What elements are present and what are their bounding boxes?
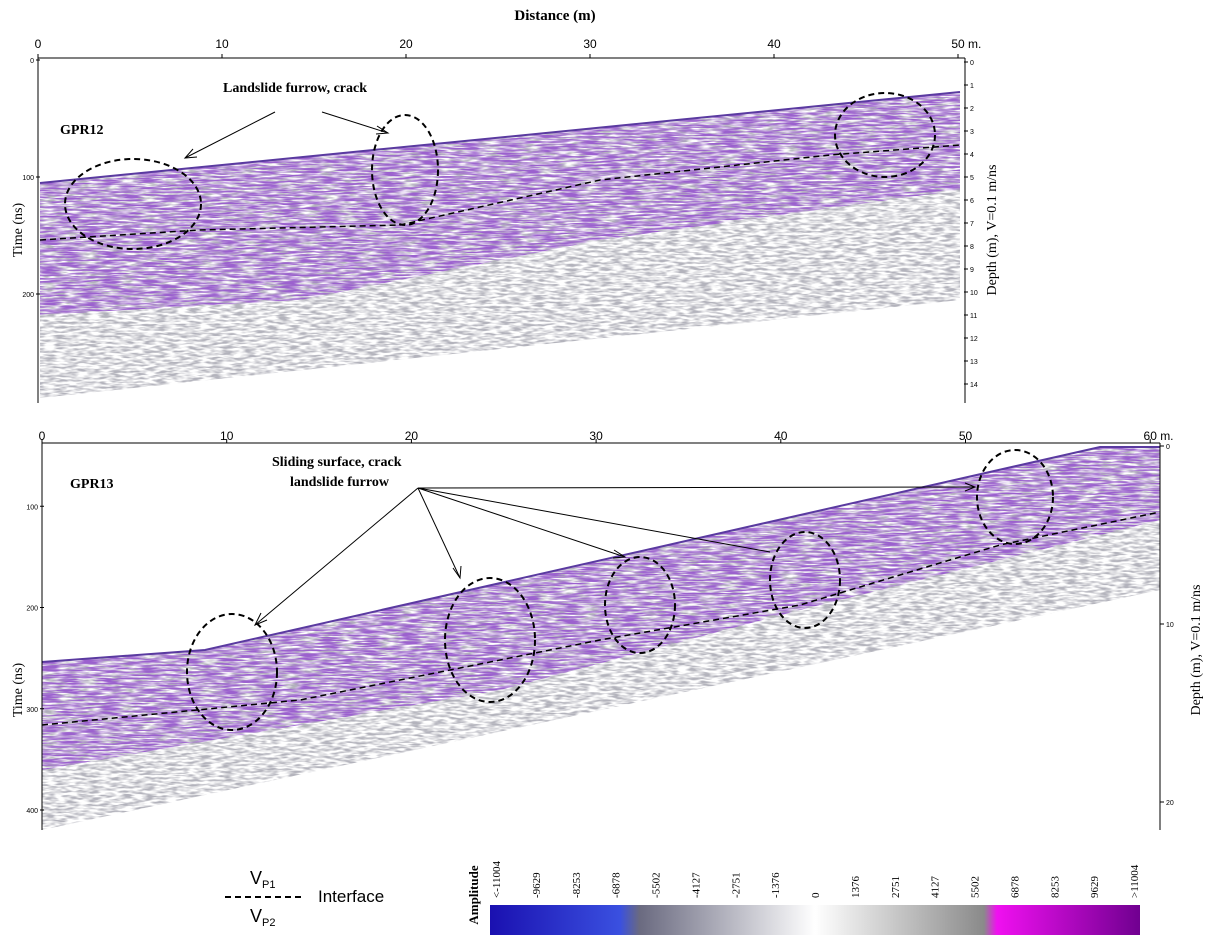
colorbar-label: <-11004 [491, 861, 503, 898]
y2-tick-label: 5 [970, 175, 974, 182]
y2-tick-label: 1 [970, 83, 974, 90]
x-tick-label: 20 [399, 37, 413, 51]
y2-tick-label: 8 [970, 244, 974, 251]
arrows [183, 111, 977, 626]
colorbar-label: 8253 [1049, 876, 1061, 899]
x-tick-label: 30 [589, 429, 603, 443]
y2-tick-label: 2 [970, 106, 974, 113]
anomalies [39, 92, 1161, 731]
radargram-gpr12 [39, 91, 961, 398]
legend-symbol: VP1 [250, 868, 275, 891]
y2-axis-title: Depth (m), V=0.1 m/ns [985, 165, 1000, 296]
colorbar-label: 1376 [850, 876, 862, 899]
y2-tick-label: 14 [970, 382, 978, 389]
colorbar-label: 2751 [890, 876, 902, 898]
y2-tick-label: 11 [970, 313, 977, 320]
colorbar-label: -1376 [770, 872, 782, 898]
y-axis-title: Time (ns) [11, 663, 26, 718]
x-tick-label: 40 [767, 37, 781, 51]
colorbar-title: Amplitude [466, 865, 481, 924]
x-tick-label: 10 [220, 429, 234, 443]
x-tick-label: 0 [39, 429, 46, 443]
colorbar-label: -6878 [611, 872, 623, 898]
x-tick-label: 20 [405, 429, 419, 443]
legend: VP1 Interface VP2 [225, 868, 384, 929]
y2-tick-label: 0 [970, 60, 974, 67]
colorbar-label: 0 [810, 892, 822, 898]
legend-symbol: VP2 [250, 906, 275, 929]
x-unit: m. [968, 37, 981, 51]
x-tick-label: 40 [774, 429, 788, 443]
y2-tick-label: 13 [970, 359, 978, 366]
colorbar-label: -5502 [651, 872, 663, 898]
colorbar-label: -4127 [690, 872, 702, 898]
radargram-gpr13 [41, 446, 1160, 830]
y2-tick-label: 10 [1166, 622, 1174, 629]
axes [37, 57, 1161, 830]
y2-tick-label: 0 [1166, 444, 1170, 451]
colorbar [490, 905, 1140, 935]
x-axis-title: Distance (m) [514, 8, 595, 24]
y2-axis-title: Depth (m), V=0.1 m/ns [1189, 585, 1204, 716]
x-tick-label: 50 [951, 37, 965, 51]
colorbar-label: 4127 [930, 876, 942, 899]
y2-tick-label: 12 [970, 336, 978, 343]
x-unit: m. [1160, 429, 1173, 443]
y-tick-label: 100 [26, 504, 38, 511]
y2-tick-label: 3 [970, 129, 974, 136]
y-tick-label: 100 [22, 175, 34, 182]
panel-label: GPR12 [60, 123, 104, 138]
y-tick-label: 400 [26, 808, 38, 815]
y-tick-label: 200 [26, 606, 38, 613]
y-tick-label: 300 [26, 707, 38, 714]
y2-tick-label: 9 [970, 267, 974, 274]
annotation: Landslide furrow, crack [223, 81, 367, 96]
panel-label: GPR13 [70, 477, 114, 492]
y-tick-label: 0 [30, 58, 34, 65]
y2-tick-label: 20 [1166, 800, 1174, 807]
legend-label: Interface [318, 887, 384, 906]
y-axis-title: Time (ns) [11, 203, 26, 258]
colorbar-label: -8253 [571, 872, 583, 898]
x-tick-label: 60 [1144, 429, 1158, 443]
y2-tick-label: 4 [970, 152, 974, 159]
x-tick-label: 10 [215, 37, 229, 51]
annotation: Sliding surface, crack [272, 455, 402, 470]
x-tick-label: 50 [959, 429, 973, 443]
colorbar-label: >11004 [1129, 864, 1141, 898]
annotation: landslide furrow [290, 475, 390, 490]
colorbar-label: -2751 [730, 872, 742, 898]
y2-tick-label: 7 [970, 221, 974, 228]
colorbar-label: 6878 [1009, 876, 1021, 899]
x-tick-label: 0 [35, 37, 42, 51]
colorbar-label: 9629 [1089, 876, 1101, 899]
y2-tick-label: 10 [970, 290, 978, 297]
y-tick-label: 200 [22, 292, 34, 299]
x-tick-label: 30 [583, 37, 597, 51]
colorbar-label: 5502 [970, 876, 982, 898]
y2-tick-label: 6 [970, 198, 974, 205]
colorbar-label: -9629 [531, 872, 543, 898]
